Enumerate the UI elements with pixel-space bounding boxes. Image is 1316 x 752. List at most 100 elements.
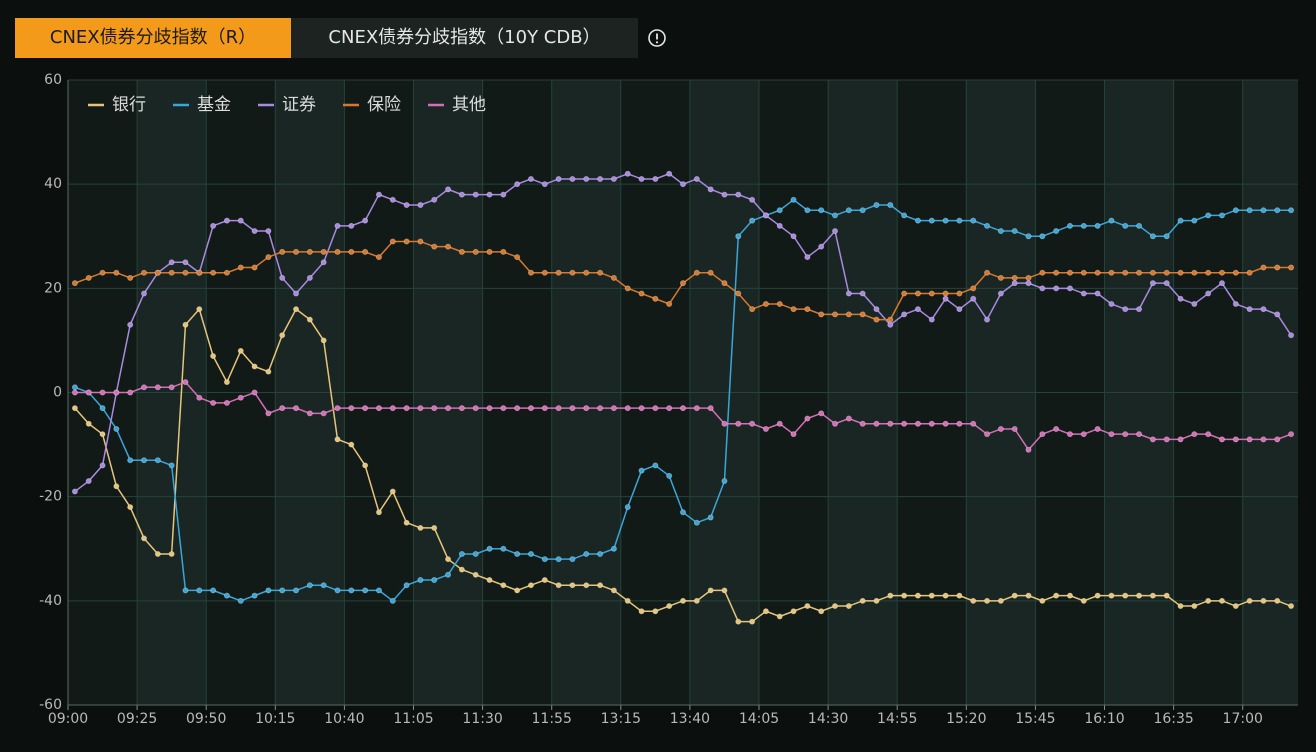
data-point — [638, 405, 645, 412]
data-point — [928, 592, 935, 599]
data-point — [652, 462, 659, 469]
data-point — [527, 550, 534, 557]
data-point — [1136, 222, 1143, 229]
data-point — [237, 597, 244, 604]
data-point — [1191, 217, 1198, 224]
data-point — [154, 457, 161, 464]
x-tick-label: 14:05 — [739, 711, 779, 727]
data-point — [1232, 436, 1239, 443]
data-point — [458, 405, 465, 412]
data-point — [666, 405, 673, 412]
data-point — [334, 587, 341, 594]
data-point — [1136, 431, 1143, 438]
data-point — [1274, 311, 1281, 318]
data-point — [583, 582, 590, 589]
data-point — [445, 243, 452, 250]
data-point — [1066, 592, 1073, 599]
x-tick-label: 10:15 — [255, 711, 295, 727]
data-point — [638, 290, 645, 297]
data-point — [1246, 269, 1253, 276]
data-point — [279, 248, 286, 255]
data-point — [306, 582, 313, 589]
data-point — [1080, 431, 1087, 438]
data-point — [845, 207, 852, 214]
data-point — [970, 285, 977, 292]
data-point — [541, 269, 548, 276]
data-point — [1205, 431, 1212, 438]
data-point — [375, 405, 382, 412]
data-point — [182, 587, 189, 594]
data-point — [445, 186, 452, 193]
data-point — [624, 405, 631, 412]
data-point — [1149, 280, 1156, 287]
data-point — [334, 405, 341, 412]
band — [551, 80, 621, 705]
data-point — [486, 191, 493, 198]
data-point — [514, 587, 521, 594]
series — [71, 379, 1295, 453]
data-point — [251, 592, 258, 599]
data-point — [984, 222, 991, 229]
data-point — [472, 248, 479, 255]
data-point — [237, 264, 244, 271]
data-point — [735, 420, 742, 427]
data-point — [1177, 269, 1184, 276]
tab-active[interactable]: CNEX债券分歧指数（R） — [15, 18, 291, 58]
data-point — [901, 311, 908, 318]
data-point — [597, 405, 604, 412]
data-point — [362, 217, 369, 224]
data-point — [873, 597, 880, 604]
data-point — [486, 577, 493, 584]
data-point — [1205, 290, 1212, 297]
data-point — [1232, 603, 1239, 610]
data-point — [196, 394, 203, 401]
data-point — [984, 316, 991, 323]
data-point — [417, 201, 424, 208]
data-point — [127, 389, 134, 396]
data-point — [652, 405, 659, 412]
data-point — [1094, 290, 1101, 297]
data-point — [85, 274, 92, 281]
data-point — [279, 405, 286, 412]
data-point — [1177, 436, 1184, 443]
data-point — [210, 587, 217, 594]
data-point — [500, 248, 507, 255]
info-icon[interactable] — [647, 28, 667, 48]
data-point — [1149, 269, 1156, 276]
band — [1104, 80, 1174, 705]
data-point — [666, 603, 673, 610]
data-point — [804, 306, 811, 313]
data-point — [762, 212, 769, 219]
data-point — [597, 175, 604, 182]
data-point — [223, 217, 230, 224]
data-point — [942, 295, 949, 302]
data-point — [1039, 233, 1046, 240]
data-point — [99, 269, 106, 276]
data-point — [486, 248, 493, 255]
data-point — [624, 170, 631, 177]
data-point — [1288, 332, 1295, 339]
data-point — [680, 597, 687, 604]
tab[interactable]: CNEX债券分歧指数（10Y CDB） — [291, 18, 638, 58]
data-point — [1080, 597, 1087, 604]
data-point — [1218, 269, 1225, 276]
data-point — [749, 217, 756, 224]
data-point — [610, 274, 617, 281]
y-tick-label: 20 — [44, 280, 62, 296]
data-point — [887, 316, 894, 323]
data-point — [306, 410, 313, 417]
data-point — [182, 259, 189, 266]
data-point — [541, 405, 548, 412]
data-point — [569, 582, 576, 589]
data-point — [265, 587, 272, 594]
data-point — [1260, 436, 1267, 443]
data-point — [500, 191, 507, 198]
data-point — [1108, 269, 1115, 276]
data-point — [445, 405, 452, 412]
data-point — [486, 545, 493, 552]
data-point — [832, 212, 839, 219]
y-tick-label: -40 — [39, 593, 62, 609]
data-point — [71, 384, 78, 391]
band — [137, 80, 207, 705]
data-point — [514, 405, 521, 412]
